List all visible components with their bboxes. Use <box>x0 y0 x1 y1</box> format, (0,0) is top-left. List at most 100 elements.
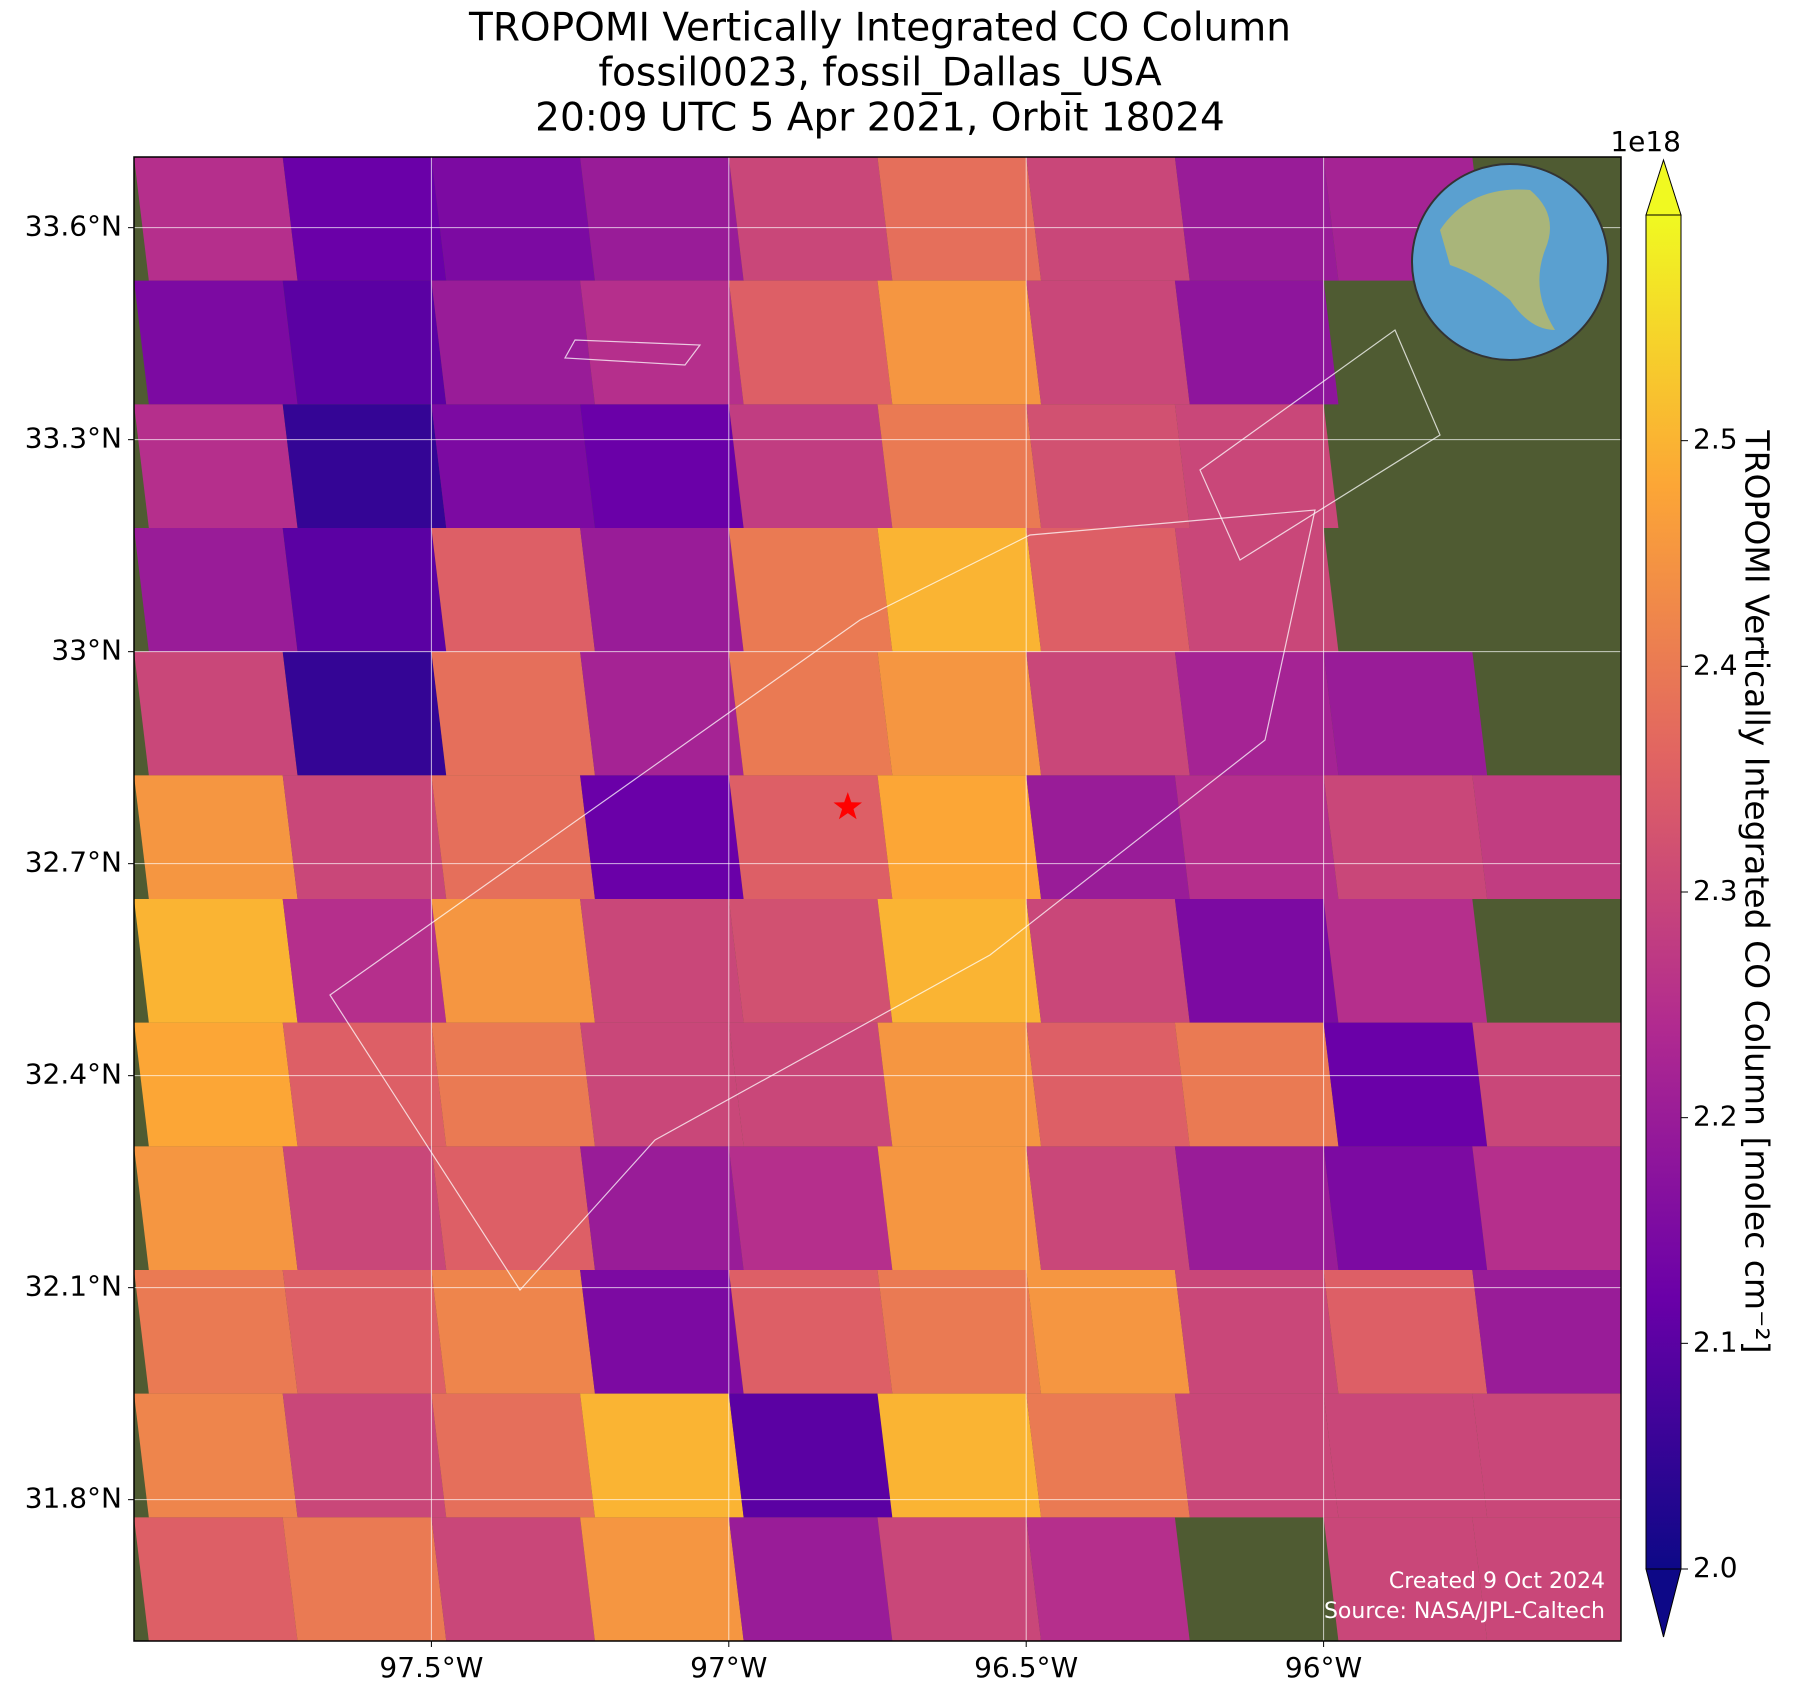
x-tick-label: 96°W <box>1285 1651 1362 1684</box>
co-pixel <box>877 528 1042 652</box>
x-tick-label: 97°W <box>690 1651 767 1684</box>
co-pixel <box>134 1393 298 1518</box>
co-pixel <box>728 775 893 899</box>
y-tick-label: 32.7°N <box>25 846 122 879</box>
y-tick-label: 33.3°N <box>25 422 122 455</box>
co-pixel <box>580 651 744 776</box>
colorbar-extend <box>1645 1568 1682 1638</box>
co-pixels <box>134 157 1621 1641</box>
co-pixel <box>282 1146 447 1270</box>
co-pixel <box>1026 775 1190 899</box>
footprint-outline <box>329 509 1316 1291</box>
y-tick-label: 33.6°N <box>25 210 122 243</box>
co-pixel <box>728 157 893 281</box>
co-pixel <box>1174 1022 1339 1147</box>
x-tick-label: 96.5°W <box>974 1651 1078 1684</box>
co-pixel <box>728 1270 893 1394</box>
co-pixel <box>1323 775 1488 899</box>
co-pixel <box>580 775 744 899</box>
co-pixel <box>580 280 744 405</box>
co-pixel <box>728 1146 893 1270</box>
co-pixel <box>877 775 1042 899</box>
co-pixel <box>431 899 595 1023</box>
co-pixel <box>1174 1393 1339 1518</box>
co-pixel <box>1323 1393 1488 1518</box>
co-pixel <box>431 775 595 899</box>
co-pixel <box>134 157 298 281</box>
co-pixel <box>728 1022 893 1147</box>
co-pixel <box>877 899 1042 1023</box>
co-pixel <box>877 1393 1042 1518</box>
colorbar-tick-label: 2.3 <box>1693 874 1738 907</box>
co-pixel <box>1026 1270 1190 1394</box>
co-pixel <box>877 1022 1042 1147</box>
inset-globe <box>1411 163 1609 361</box>
colorbar-tick-label: 2.2 <box>1693 1100 1738 1133</box>
co-pixel <box>282 1393 447 1518</box>
co-pixel <box>728 899 893 1023</box>
co-pixel <box>431 280 595 405</box>
co-pixel <box>1026 280 1190 405</box>
co-pixel <box>877 157 1042 281</box>
co-pixel <box>1472 1022 1621 1147</box>
co-pixel <box>1026 651 1190 776</box>
co-pixel <box>431 1022 595 1147</box>
colorbar-tick-label: 2.0 <box>1693 1551 1738 1584</box>
co-pixel <box>134 775 298 899</box>
co-pixel <box>1174 899 1339 1023</box>
co-pixel <box>1323 899 1488 1023</box>
co-pixel <box>1323 651 1488 776</box>
co-pixel <box>580 528 744 652</box>
co-pixel <box>1026 1146 1190 1270</box>
co-pixel <box>877 1270 1042 1394</box>
co-pixel <box>1026 1022 1190 1147</box>
co-pixel <box>1323 1270 1488 1394</box>
co-pixel <box>580 1022 744 1147</box>
co-pixel <box>580 157 744 281</box>
co-pixel <box>1026 157 1190 281</box>
co-pixel <box>1026 528 1190 652</box>
co-pixel <box>1174 157 1339 281</box>
co-pixel <box>431 1146 595 1270</box>
co-pixel <box>134 280 298 405</box>
co-pixel <box>1472 1517 1621 1641</box>
colorbar-label: TROPOMI Vertically Integrated CO Column … <box>1738 429 1777 1353</box>
co-pixel <box>431 1517 595 1641</box>
colorbar-extend <box>1645 158 1682 216</box>
co-pixel <box>282 404 447 528</box>
co-pixel <box>728 404 893 528</box>
co-pixel <box>580 1393 744 1518</box>
credit: Created 9 Oct 2024 <box>1389 1569 1605 1594</box>
co-pixel <box>728 280 893 405</box>
co-pixel <box>282 775 447 899</box>
co-pixel <box>1026 1517 1190 1641</box>
co-pixel <box>580 404 744 528</box>
co-pixel <box>580 1146 744 1270</box>
co-pixel <box>1472 775 1621 899</box>
y-tick-label: 32.4°N <box>25 1058 122 1091</box>
y-tick-label: 33°N <box>51 634 122 667</box>
co-pixel <box>877 651 1042 776</box>
co-pixel <box>728 1517 893 1641</box>
colorbar: 2.0 2.1 2.2 2.3 2.4 2.5 1e18 TROPOMI Vertically… <box>1610 125 1777 1638</box>
credit: Source: NASA/JPL-Caltech <box>1324 1599 1605 1624</box>
title-line: TROPOMI Vertically Integrated CO Column <box>468 6 1291 51</box>
footprint-overlay <box>329 329 1441 1291</box>
co-pixel <box>728 651 893 776</box>
co-pixel <box>282 528 447 652</box>
co-pixel <box>134 1517 298 1641</box>
colorbar-tick-label: 2.5 <box>1693 423 1738 456</box>
co-pixel <box>134 528 298 652</box>
co-pixel <box>134 1022 298 1147</box>
co-pixel <box>728 528 893 652</box>
co-pixel <box>134 651 298 776</box>
co-pixel <box>1174 404 1339 528</box>
co-pixel <box>282 651 447 776</box>
footprint-outline <box>564 339 702 366</box>
co-pixel <box>1174 528 1339 652</box>
colorbar-tick-label: 2.4 <box>1693 648 1738 681</box>
co-pixel <box>1174 651 1339 776</box>
co-pixel <box>431 1393 595 1518</box>
co-pixel <box>134 404 298 528</box>
